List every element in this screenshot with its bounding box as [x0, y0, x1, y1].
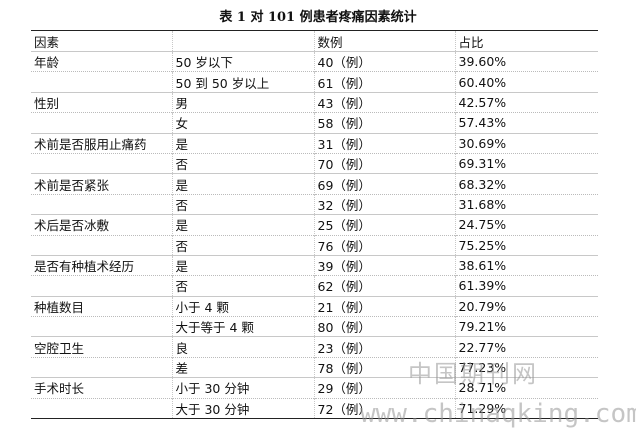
pain-factor-table: 因素 数例 占比 年龄 50 岁以下 40（例） 39.60% 50 到 50 … [31, 30, 598, 420]
factor-cell: 手术时长 [31, 377, 172, 399]
factor-cell-empty [31, 234, 172, 256]
table-row: 差 78（例） 77.23% [31, 356, 598, 378]
percentage-cell: 71.29% [454, 397, 598, 420]
count-cell: 78（例） [313, 356, 455, 378]
percentage-cell: 57.43% [454, 112, 598, 134]
header-factor: 因素 [34, 34, 60, 50]
count-cell: 76（例） [313, 234, 455, 256]
subcategory-cell: 小于 4 颗 [171, 295, 314, 317]
subcategory-cell: 大于等于 4 颗 [171, 316, 314, 337]
count-cell: 61（例） [313, 71, 455, 93]
table-row: 否 32（例） 31.68% [31, 193, 598, 215]
count-cell: 70（例） [313, 152, 455, 174]
table-row: 性别 男 43（例） 42.57% [31, 91, 598, 113]
count-cell: 21（例） [313, 295, 455, 317]
table-row: 女 58（例） 57.43% [31, 112, 598, 134]
percentage-cell: 75.25% [454, 234, 598, 256]
table-row: 是否有种植术经历 是 39（例） 38.61% [31, 254, 598, 276]
count-cell: 80（例） [313, 316, 455, 337]
count-cell: 31（例） [313, 132, 455, 154]
subcategory-cell: 良 [171, 336, 314, 358]
factor-cell: 术前是否紧张 [31, 173, 172, 195]
factor-cell-empty [31, 356, 172, 378]
percentage-cell: 38.61% [454, 254, 598, 276]
percentage-cell: 39.60% [454, 50, 598, 72]
count-cell: 23（例） [313, 336, 455, 358]
table-row: 否 62（例） 61.39% [31, 275, 598, 297]
count-cell: 43（例） [313, 91, 455, 113]
factor-cell-empty [31, 152, 172, 174]
factor-cell-empty [31, 316, 172, 337]
subcategory-cell: 小于 30 分钟 [171, 377, 314, 399]
table-row: 年龄 50 岁以下 40（例） 39.60% [31, 50, 598, 72]
table-row: 术前是否紧张 是 69（例） 68.32% [31, 173, 598, 195]
percentage-cell: 79.21% [454, 316, 598, 337]
subcategory-cell: 大于 30 分钟 [171, 397, 314, 420]
factor-cell: 是否有种植术经历 [31, 254, 172, 276]
factor-cell: 空腔卫生 [31, 336, 172, 358]
subcategory-cell: 否 [171, 193, 314, 215]
count-cell: 72（例） [313, 397, 455, 420]
count-cell: 69（例） [313, 173, 455, 195]
factor-cell-empty [31, 275, 172, 297]
table-header-row: 因素 数例 占比 [31, 30, 598, 52]
factor-cell-empty [31, 193, 172, 215]
subcategory-cell: 是 [171, 214, 314, 236]
table-row: 大于 30 分钟 72（例） 71.29% [31, 397, 598, 420]
subcategory-cell: 50 岁以下 [171, 50, 314, 72]
table-row: 否 76（例） 75.25% [31, 234, 598, 256]
subcategory-cell: 是 [171, 254, 314, 276]
table-row: 50 到 50 岁以上 61（例） 60.40% [31, 71, 598, 93]
percentage-cell: 22.77% [454, 336, 598, 358]
factor-cell: 术后是否冰敷 [31, 214, 172, 236]
factor-cell-empty [31, 397, 172, 420]
factor-cell: 年龄 [31, 50, 172, 72]
factor-cell-empty [31, 112, 172, 134]
count-cell: 58（例） [313, 112, 455, 134]
percentage-cell: 42.57% [454, 91, 598, 113]
count-cell: 32（例） [313, 193, 455, 215]
subcategory-cell: 差 [171, 356, 314, 378]
header-percentage: 占比 [454, 30, 598, 52]
table-row: 种植数目 小于 4 颗 21（例） 20.79% [31, 295, 598, 317]
percentage-cell: 24.75% [454, 214, 598, 236]
table-row: 术后是否冰敷 是 25（例） 24.75% [31, 214, 598, 236]
percentage-cell: 68.32% [454, 173, 598, 195]
subcategory-cell: 女 [171, 112, 314, 134]
factor-cell-empty [31, 71, 172, 93]
count-cell: 39（例） [313, 254, 455, 276]
watermark-site-name: 中国期刊网 [408, 360, 538, 388]
count-cell: 40（例） [313, 50, 455, 72]
factor-cell: 种植数目 [31, 295, 172, 317]
subcategory-cell: 是 [171, 132, 314, 154]
table-row: 空腔卫生 良 23（例） 22.77% [31, 336, 598, 358]
table-row: 术前是否服用止痛药 是 31（例） 30.69% [31, 132, 598, 154]
count-cell: 25（例） [313, 214, 455, 236]
count-cell: 62（例） [313, 275, 455, 297]
table-row: 手术时长 小于 30 分钟 29（例） 28.71% [31, 377, 598, 399]
table-row: 大于等于 4 颗 80（例） 79.21% [31, 316, 598, 337]
subcategory-cell: 50 到 50 岁以上 [171, 71, 314, 93]
factor-cell: 术前是否服用止痛药 [31, 132, 172, 154]
percentage-cell: 28.71% [454, 377, 598, 399]
percentage-cell: 61.39% [454, 275, 598, 297]
subcategory-cell: 是 [171, 173, 314, 195]
percentage-cell: 77.23% [454, 356, 598, 378]
count-cell: 29（例） [313, 377, 455, 399]
subcategory-cell: 否 [171, 152, 314, 174]
watermark-url: www.chinaqking.com [360, 399, 636, 429]
percentage-cell: 31.68% [454, 193, 598, 215]
subcategory-cell: 否 [171, 275, 314, 297]
header-count: 数例 [313, 30, 455, 52]
header-subcategory [171, 30, 314, 52]
percentage-cell: 20.79% [454, 295, 598, 317]
percentage-cell: 69.31% [454, 152, 598, 174]
factor-cell: 性别 [31, 91, 172, 113]
percentage-cell: 60.40% [454, 71, 598, 93]
subcategory-cell: 否 [171, 234, 314, 256]
subcategory-cell: 男 [171, 91, 314, 113]
table-title: 表 1 对 101 例患者疼痛因素统计 [219, 10, 417, 25]
percentage-cell: 30.69% [454, 132, 598, 154]
table-row: 否 70（例） 69.31% [31, 152, 598, 174]
